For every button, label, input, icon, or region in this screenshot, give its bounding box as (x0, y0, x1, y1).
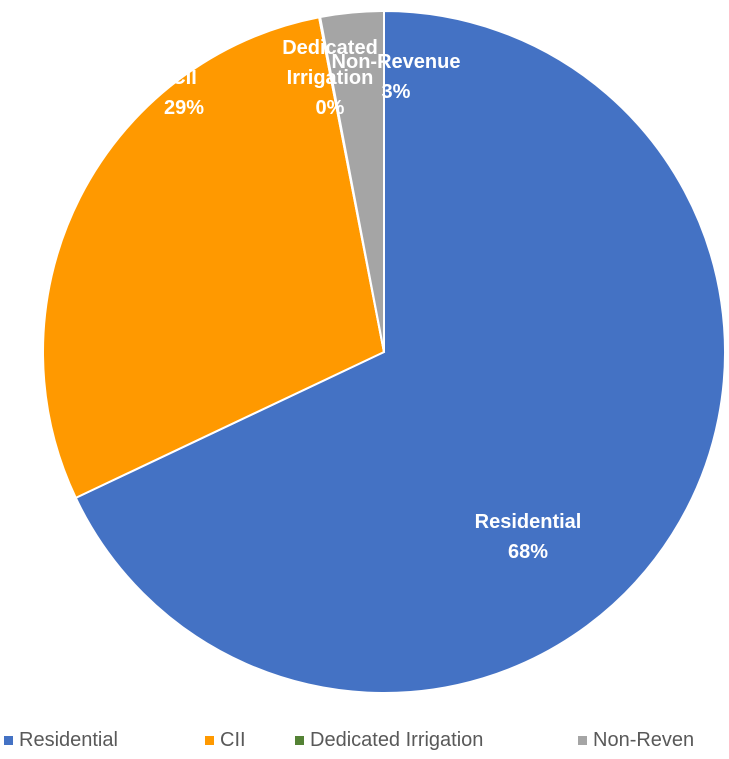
legend-swatch-residential (4, 736, 13, 745)
label-non-revenue-pct: 3% (382, 81, 411, 103)
legend-label-dedicated-irrigation: Dedicated Irrigation (310, 729, 484, 751)
legend-label-cii: CII (220, 729, 246, 751)
legend-swatch-dedicated-irrigation (295, 736, 304, 745)
label-dedicated-irrigation-name-line1: Dedicated (282, 37, 378, 59)
pie-slices (42, 9, 726, 694)
legend-item-cii: CII (205, 729, 246, 752)
pie-slice-non-revenue (318, 9, 385, 353)
label-cii-name: CII (171, 67, 197, 89)
pie-chart: Residential 68% CII 29% Dedicated Irriga… (42, 9, 726, 694)
label-dedicated-irrigation-pct: 0% (316, 97, 345, 119)
legend-label-residential: Residential (19, 729, 118, 751)
legend-swatch-cii (205, 736, 214, 745)
legend-item-dedicated-irrigation: Dedicated Irrigation (295, 729, 483, 752)
label-non-revenue-name: Non-Revenue (332, 51, 461, 73)
legend-swatch-non-revenue (578, 736, 587, 745)
label-dedicated-irrigation-name-line2: Irrigation (287, 67, 374, 89)
label-cii-pct: 29% (164, 97, 204, 119)
pie-slice-residential (74, 9, 726, 694)
label-residential-name: Residential (475, 511, 582, 533)
chart-legend: Residential CII Dedicated Irrigation Non… (0, 729, 729, 759)
label-residential-pct: 68% (508, 541, 548, 563)
legend-label-non-revenue: Non-Reven (593, 729, 695, 751)
pie-slice-cii (42, 16, 386, 500)
legend-item-non-revenue: Non-Reven (578, 729, 694, 752)
legend-item-residential: Residential (4, 729, 118, 752)
